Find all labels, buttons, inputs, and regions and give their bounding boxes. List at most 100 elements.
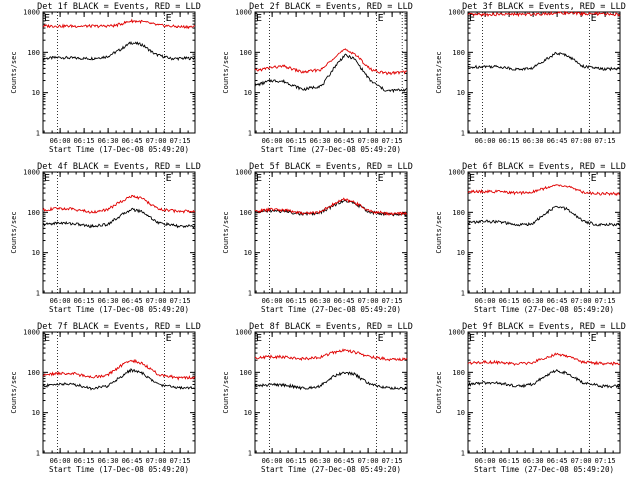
y-axis-title: Counts/sec bbox=[435, 211, 443, 253]
x-tick-label: 07:00 bbox=[571, 457, 592, 465]
y-tick-label: 1000 bbox=[448, 9, 465, 17]
panel-det-9f: Det 9f BLACK = Events, RED = LLD 1 10 100 10… bbox=[435, 322, 626, 474]
x-tick-label: 07:15 bbox=[170, 457, 191, 465]
lld-curve bbox=[42, 194, 196, 214]
x-tick-label: 07:00 bbox=[358, 297, 379, 305]
end-marker-label: E bbox=[378, 13, 384, 24]
lld-curve bbox=[467, 352, 621, 366]
x-tick-label: 06:45 bbox=[122, 137, 143, 145]
y-axis-title: Counts/sec bbox=[10, 51, 18, 93]
start-marker-label: E bbox=[469, 333, 475, 344]
plot-frame bbox=[467, 11, 621, 134]
y-axis-title: Counts/sec bbox=[222, 371, 230, 413]
x-axis-title: Start Time (17-Dec-08 05:49:20) bbox=[49, 465, 189, 474]
y-tick-label: 1 bbox=[248, 130, 252, 138]
x-tick-label: 06:00 bbox=[262, 297, 283, 305]
start-marker-label: E bbox=[256, 333, 262, 344]
x-tick-label: 06:30 bbox=[98, 137, 119, 145]
lld-curve bbox=[254, 197, 408, 217]
x-tick-label: 06:00 bbox=[50, 137, 71, 145]
x-tick-label: 07:15 bbox=[382, 457, 403, 465]
lld-curve bbox=[42, 18, 196, 30]
x-tick-label: 06:15 bbox=[74, 297, 95, 305]
end-marker-label: E bbox=[166, 333, 172, 344]
x-tick-label: 06:00 bbox=[50, 457, 71, 465]
panel-det-2f: Det 2f BLACK = Events, RED = LLD 1 10 100 10… bbox=[222, 2, 413, 154]
x-tick-label: 06:00 bbox=[262, 137, 283, 145]
y-tick-label: 1000 bbox=[448, 169, 465, 177]
y-tick-label: 1000 bbox=[235, 329, 252, 337]
end-marker-label: E bbox=[591, 13, 597, 24]
end-marker-label: E bbox=[591, 333, 597, 344]
events-curve bbox=[42, 367, 196, 391]
start-marker-label: E bbox=[469, 173, 475, 184]
x-axis-title: Start Time (27-Dec-08 05:49:20) bbox=[261, 465, 401, 474]
start-marker-label: E bbox=[44, 333, 50, 344]
plot-frame bbox=[42, 331, 196, 454]
y-tick-label: 100 bbox=[452, 369, 465, 377]
x-tick-label: 06:15 bbox=[286, 137, 307, 145]
x-tick-label: 06:45 bbox=[547, 297, 568, 305]
x-tick-label: 06:00 bbox=[475, 297, 496, 305]
x-tick-label: 06:45 bbox=[547, 137, 568, 145]
x-tick-label: 07:15 bbox=[170, 137, 191, 145]
x-tick-label: 06:00 bbox=[262, 457, 283, 465]
y-tick-label: 1 bbox=[36, 130, 40, 138]
y-tick-label: 100 bbox=[239, 49, 252, 57]
panel-title: Det 5f BLACK = Events, RED = LLD bbox=[249, 162, 413, 172]
panel-title: Det 2f BLACK = Events, RED = LLD bbox=[249, 2, 413, 12]
y-tick-label: 100 bbox=[27, 49, 40, 57]
x-tick-label: 06:30 bbox=[523, 457, 544, 465]
y-tick-label: 1000 bbox=[235, 169, 252, 177]
y-tick-label: 100 bbox=[27, 209, 40, 217]
y-tick-label: 1000 bbox=[23, 169, 40, 177]
x-tick-label: 06:30 bbox=[310, 137, 331, 145]
panel-title: Det 6f BLACK = Events, RED = LLD bbox=[462, 162, 626, 172]
x-tick-label: 07:00 bbox=[146, 297, 167, 305]
x-tick-label: 07:15 bbox=[595, 457, 616, 465]
lld-curve bbox=[467, 10, 621, 18]
x-tick-label: 06:15 bbox=[499, 297, 520, 305]
events-curve bbox=[467, 51, 621, 72]
start-marker-label: E bbox=[44, 13, 50, 24]
start-marker-label: E bbox=[44, 173, 50, 184]
y-tick-label: 10 bbox=[244, 89, 252, 97]
x-axis-title: Start Time (27-Dec-08 05:49:20) bbox=[474, 465, 614, 474]
x-tick-label: 07:00 bbox=[358, 457, 379, 465]
start-marker-label: E bbox=[256, 173, 262, 184]
y-tick-label: 100 bbox=[239, 209, 252, 217]
end-marker-label: E bbox=[166, 13, 172, 24]
end-marker-label: E bbox=[378, 333, 384, 344]
x-tick-label: 06:15 bbox=[74, 137, 95, 145]
y-tick-label: 10 bbox=[244, 249, 252, 257]
x-tick-label: 06:45 bbox=[547, 457, 568, 465]
y-tick-label: 1 bbox=[248, 290, 252, 298]
end-marker-label: E bbox=[166, 173, 172, 184]
x-tick-label: 07:00 bbox=[146, 457, 167, 465]
x-tick-label: 06:30 bbox=[310, 297, 331, 305]
x-axis-title: Start Time (17-Dec-08 05:49:20) bbox=[49, 145, 189, 154]
panel-det-6f: Det 6f BLACK = Events, RED = LLD 1 10 100 10… bbox=[435, 162, 626, 314]
y-axis-title: Counts/sec bbox=[435, 371, 443, 413]
lld-curve bbox=[254, 48, 408, 76]
x-tick-label: 06:45 bbox=[334, 457, 355, 465]
x-tick-label: 07:15 bbox=[382, 137, 403, 145]
y-tick-label: 10 bbox=[457, 249, 465, 257]
plot-frame bbox=[254, 171, 408, 294]
y-tick-label: 10 bbox=[244, 409, 252, 417]
x-tick-label: 06:45 bbox=[334, 137, 355, 145]
events-curve bbox=[467, 368, 621, 389]
events-curve bbox=[254, 371, 408, 391]
x-tick-label: 06:15 bbox=[74, 457, 95, 465]
x-tick-label: 06:15 bbox=[286, 457, 307, 465]
panel-det-5f: Det 5f BLACK = Events, RED = LLD 1 10 100 10… bbox=[222, 162, 413, 314]
x-axis-title: Start Time (27-Dec-08 05:49:20) bbox=[261, 145, 401, 154]
x-tick-label: 06:30 bbox=[310, 457, 331, 465]
x-tick-label: 06:30 bbox=[98, 457, 119, 465]
lld-curve bbox=[42, 358, 196, 381]
panel-title: Det 4f BLACK = Events, RED = LLD bbox=[37, 162, 201, 172]
plot-frame bbox=[254, 11, 408, 134]
y-tick-label: 100 bbox=[239, 369, 252, 377]
y-tick-label: 10 bbox=[457, 89, 465, 97]
